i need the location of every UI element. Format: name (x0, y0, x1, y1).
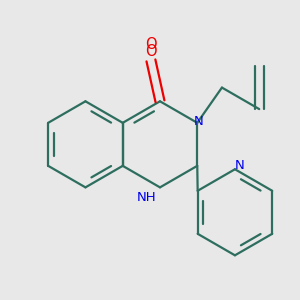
Text: O: O (145, 44, 157, 59)
Text: N: N (235, 159, 244, 172)
Text: NH: NH (136, 191, 156, 204)
Text: N: N (194, 115, 203, 128)
Text: O: O (145, 38, 157, 52)
